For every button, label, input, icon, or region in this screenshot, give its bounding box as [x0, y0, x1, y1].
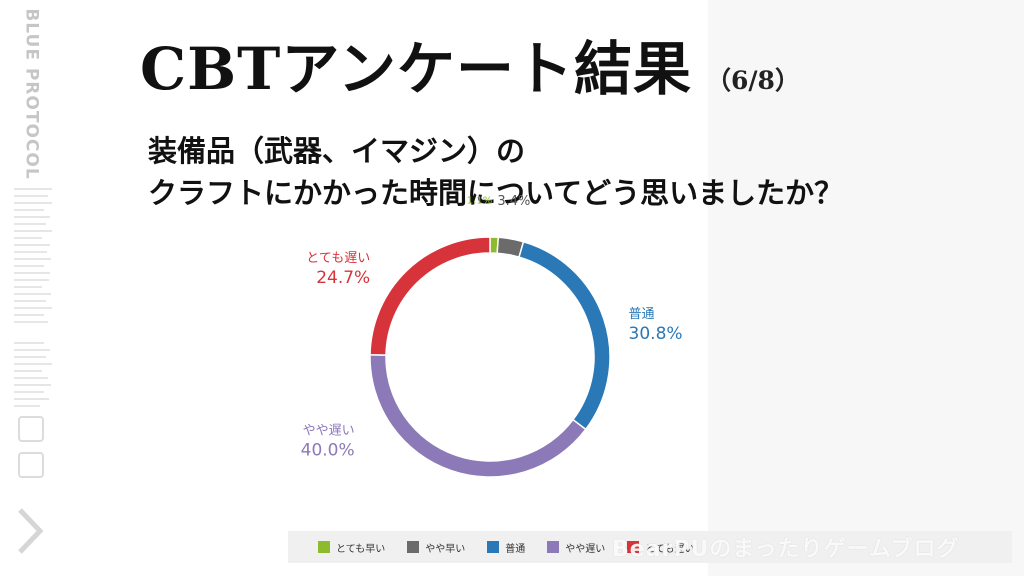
legend-swatch	[487, 541, 500, 553]
legend-swatch	[627, 541, 640, 553]
background-panel	[708, 0, 1024, 576]
data-label: 3.4%	[497, 194, 530, 209]
chart-legend: とても早い やや早い 普通 やや遅い とても遅い	[288, 531, 1012, 563]
fine-print	[14, 188, 54, 328]
page-indicator: （6/8）	[706, 66, 800, 95]
chevron-logo-icon	[18, 508, 43, 554]
category-label: やや遅い	[303, 423, 355, 438]
side-branding-strip: BLUE PROTOCOL	[0, 0, 62, 576]
fine-print	[14, 342, 54, 412]
legend-item: 普通	[487, 540, 525, 555]
legend-swatch	[407, 541, 420, 553]
legend-item: とても遅い	[627, 540, 694, 555]
legend-item: とても早い	[318, 540, 385, 555]
donut-slice	[369, 353, 587, 478]
rating-emblem-icon	[18, 452, 44, 478]
donut-slice	[369, 236, 491, 356]
data-label: 1.1%	[467, 195, 492, 206]
title-text: CBTアンケート結果	[140, 35, 693, 103]
question-line-2: クラフトにかかった時間についてどう思いましたか？	[148, 176, 844, 210]
data-label: 40.0%	[301, 440, 355, 460]
legend-label: 普通	[505, 543, 526, 555]
page-title: CBTアンケート結果 （6/8）	[140, 22, 800, 103]
legend-label: やや早い	[425, 543, 466, 555]
category-label: とても遅い	[306, 251, 370, 266]
donut-slice	[518, 240, 611, 431]
watermark: BearPUのまったりゲームブログ	[612, 537, 960, 562]
legend-swatch	[547, 541, 560, 553]
legend-item: やや早い	[407, 540, 465, 555]
legend-item: やや遅い	[547, 540, 605, 555]
survey-question: 装備品（武器、イマジン）の クラフトにかかった時間についてどう思いましたか？	[148, 130, 843, 214]
legend-label: やや遅い	[565, 543, 606, 555]
data-label: 30.8%	[629, 324, 683, 344]
question-line-1: 装備品（武器、イマジン）の	[148, 134, 526, 168]
legend-label: とても遅い	[645, 543, 695, 555]
category-label: 普通	[629, 307, 655, 322]
rating-emblem-icon	[18, 416, 44, 442]
legend-swatch	[318, 541, 330, 553]
data-label: 24.7%	[316, 268, 370, 288]
legend-label: とても早い	[336, 543, 386, 555]
